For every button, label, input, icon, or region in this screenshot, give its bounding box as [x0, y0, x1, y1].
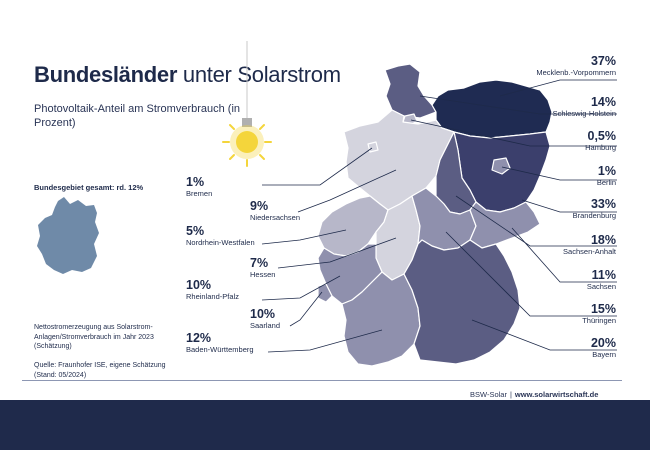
name-schleswig-holstein: Schleswig-Holstein [552, 109, 616, 118]
footer-url: www.solarwirtschaft.de [514, 390, 599, 399]
leader-he [277, 237, 397, 269]
name-rheinland-pfalz: Rheinland-Pfalz [186, 292, 239, 301]
leader-sh [419, 95, 617, 115]
name-sachsen-anhalt: Sachsen-Anhalt [563, 247, 616, 256]
leader-hb [262, 147, 373, 186]
label-mecklenburg-vorpommern: 37% Mecklenb.-Vorpommern [536, 54, 616, 78]
page-title: Bundesländer unter Solarstrom [34, 62, 341, 88]
footer-separator: | [509, 390, 512, 399]
name-saarland: Saarland [250, 321, 281, 330]
name-berlin: Berlin [596, 178, 616, 187]
leader-bw [267, 329, 383, 353]
label-bremen: 1% Bremen [186, 175, 212, 199]
germany-silhouette-icon [37, 197, 99, 274]
leader-st [455, 195, 617, 247]
leader-sl [289, 291, 323, 327]
lightbulb-icon [222, 41, 272, 167]
value-sachsen-anhalt: 18% [590, 233, 616, 247]
label-niedersachsen: 9% Niedersachsen [250, 199, 300, 223]
states [317, 63, 553, 367]
label-bayern: 20% Bayern [591, 336, 616, 360]
value-saarland: 10% [250, 307, 276, 321]
name-hessen: Hessen [250, 270, 276, 279]
state-berlin [491, 157, 511, 175]
label-saarland: 10% Saarland [250, 307, 280, 331]
subtitle: Photovoltaik-Anteil am Stromverbrauch (i… [34, 103, 241, 129]
name-hamburg: Hamburg [585, 143, 616, 152]
leader-ni [297, 169, 397, 213]
name-nordrhein-westfalen: Nordrhein-Westfalen [186, 238, 255, 247]
footer-org: BSW-Solar [470, 390, 507, 399]
label-hamburg: 0,5% Hamburg [585, 129, 616, 153]
name-bayern: Bayern [592, 350, 616, 359]
footer-credit: BSW-Solar | www.solarwirtschaft.de [470, 390, 598, 399]
label-sachsen-anhalt: 18% Sachsen-Anhalt [563, 233, 616, 257]
label-sachsen: 11% Sachsen [587, 268, 616, 292]
leader-mv [499, 79, 617, 97]
leader-lines [261, 79, 617, 353]
value-schleswig-holstein: 14% [590, 95, 616, 109]
leader-sn [511, 227, 617, 283]
value-baden-wuerttemberg: 12% [186, 331, 212, 345]
name-sachsen: Sachsen [586, 282, 616, 291]
methodology-note: Nettostromerzeugung aus Solarstrom-Anlag… [34, 324, 154, 350]
value-bremen: 1% [186, 175, 205, 189]
value-berlin: 1% [597, 164, 616, 178]
value-nordrhein-westfalen: 5% [186, 224, 205, 238]
label-hessen: 7% Hessen [250, 256, 275, 280]
value-hamburg: 0,5% [587, 129, 617, 143]
leader-th [445, 231, 617, 317]
value-hessen: 7% [250, 256, 269, 270]
footer-rule [22, 380, 622, 381]
value-thueringen: 15% [590, 302, 616, 316]
title-bold: Bundesländer [34, 62, 178, 87]
name-bremen: Bremen [186, 189, 213, 198]
label-berlin: 1% Berlin [597, 164, 616, 188]
leader-be [501, 166, 617, 181]
value-sachsen: 11% [591, 268, 616, 282]
leader-bb [521, 199, 617, 213]
state-mecklenburg-vorpommern [431, 79, 553, 139]
footer-band [0, 400, 650, 450]
name-brandenburg: Brandenburg [572, 211, 616, 220]
name-niedersachsen: Niedersachsen [250, 213, 301, 222]
leader-hh [410, 119, 617, 147]
label-thueringen: 15% Thüringen [582, 302, 616, 326]
name-baden-wuerttemberg: Baden-Württemberg [186, 345, 254, 354]
national-total: Bundesgebiet gesamt: rd. 12% [34, 183, 144, 192]
state-bayern [403, 239, 521, 365]
leader-rp [261, 275, 341, 301]
name-thueringen: Thüringen [582, 316, 616, 325]
leader-nw [261, 229, 347, 245]
state-bremen [367, 141, 379, 153]
label-brandenburg: 33% Brandenburg [573, 197, 616, 221]
value-rheinland-pfalz: 10% [186, 278, 212, 292]
label-baden-wuerttemberg: 12% Baden-Württemberg [186, 331, 254, 355]
label-rheinland-pfalz: 10% Rheinland-Pfalz [186, 278, 239, 302]
name-mecklenburg-vorpommern: Mecklenb.-Vorpommern [536, 68, 616, 77]
value-brandenburg: 33% [590, 197, 616, 211]
label-nordrhein-westfalen: 5% Nordrhein-Westfalen [186, 224, 255, 248]
title-rest: unter Solarstrom [182, 62, 341, 87]
top-strip [0, 0, 650, 41]
source-note: Quelle: Fraunhofer ISE, eigene Schätzung… [34, 362, 166, 379]
value-bayern: 20% [590, 336, 616, 350]
leader-by [471, 319, 617, 351]
label-schleswig-holstein: 14% Schleswig-Holstein [553, 95, 616, 119]
value-mecklenburg-vorpommern: 37% [590, 54, 616, 68]
value-niedersachsen: 9% [250, 199, 269, 213]
